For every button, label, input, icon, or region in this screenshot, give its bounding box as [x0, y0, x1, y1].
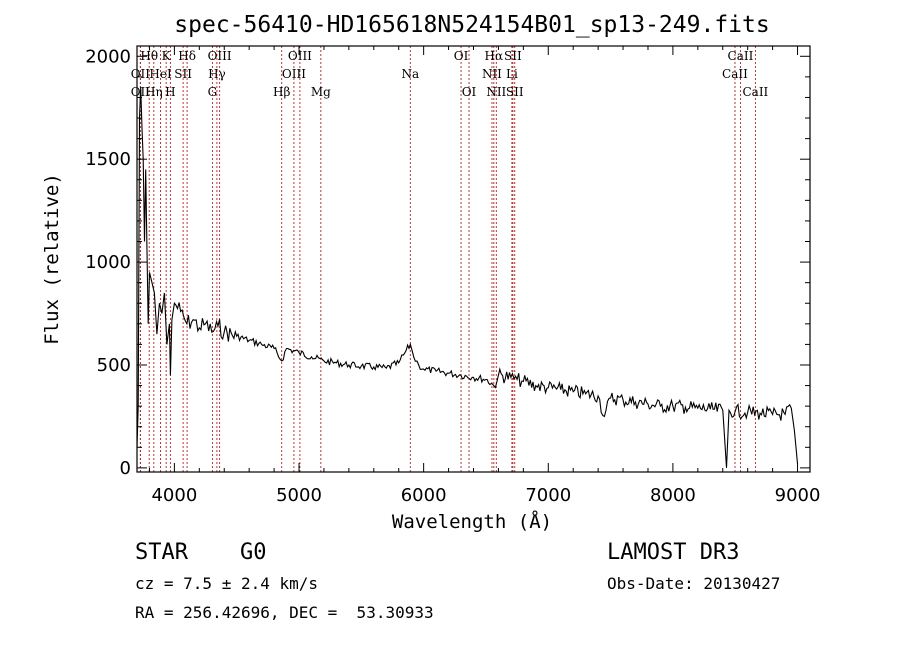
- marker-label-7: SII: [174, 67, 192, 81]
- marker-label-20: Hα: [485, 49, 504, 63]
- marker-label-25: CaII: [722, 67, 748, 81]
- emission-line-labels: OIIOIIHθHηHeIKHSIIHδGHγOIIIHβOIIIOIIIMgN…: [131, 49, 769, 99]
- marker-label-18: OI: [462, 85, 477, 99]
- marker-label-12: Hβ: [273, 85, 290, 99]
- x-tick-label-5000: 5000: [276, 485, 322, 506]
- marker-label-17: OI: [454, 49, 469, 63]
- x-tick-label-7000: 7000: [525, 485, 571, 506]
- y-tick-label-1000: 1000: [85, 252, 131, 273]
- chart-title: spec-56410-HD165618N524154B01_sp13-249.f…: [174, 12, 769, 38]
- marker-label-10: Hγ: [208, 67, 226, 81]
- marker-label-2: Hθ: [140, 49, 158, 63]
- emission-line-markers: [139, 46, 756, 472]
- marker-label-4: HeI: [149, 67, 172, 81]
- y-axis-label: Flux (relative): [41, 173, 63, 345]
- marker-label-14: OIII: [288, 49, 312, 63]
- x-axis: 4000 5000 6000 7000 8000 9000: [148, 46, 821, 506]
- marker-label-16: Na: [401, 67, 419, 81]
- marker-label-8: Hδ: [178, 49, 196, 63]
- marker-label-9: G: [208, 85, 218, 99]
- survey-name: LAMOST DR3: [607, 540, 740, 565]
- plot-frame: [136, 45, 811, 473]
- y-axis: 0 500 1000 1500 2000: [85, 46, 810, 479]
- spectrum-line: [136, 87, 799, 468]
- observation-date: Obs-Date: 20130427: [607, 574, 781, 593]
- marker-label-6: H: [165, 85, 175, 99]
- marker-label-11: OIII: [208, 49, 232, 63]
- x-tick-label-6000: 6000: [401, 485, 447, 506]
- marker-label-3: Hη: [145, 85, 163, 99]
- object-class: STAR: [135, 540, 188, 565]
- marker-label-15: Mg: [311, 85, 331, 99]
- object-subclass: G0: [240, 540, 267, 565]
- marker-label-21: NII: [486, 85, 506, 99]
- marker-label-22: Li: [506, 67, 518, 81]
- y-tick-label-0: 0: [120, 458, 131, 479]
- marker-label-19: NII: [482, 67, 502, 81]
- sky-coordinates: RA = 256.42696, DEC = 53.30933: [135, 603, 434, 622]
- y-tick-label-500: 500: [97, 355, 131, 376]
- x-tick-label-4000: 4000: [151, 485, 197, 506]
- marker-label-26: CaII: [728, 49, 754, 63]
- y-tick-label-1500: 1500: [85, 149, 131, 170]
- x-tick-label-8000: 8000: [650, 485, 696, 506]
- marker-label-0: OII: [131, 67, 151, 81]
- y-tick-label-2000: 2000: [85, 46, 131, 67]
- x-axis-label: Wavelength (Å): [392, 510, 552, 533]
- marker-label-24: SII: [506, 85, 524, 99]
- marker-label-27: CaII: [742, 85, 768, 99]
- redshift-cz: cz = 7.5 ± 2.4 km/s: [135, 574, 319, 593]
- x-tick-label-9000: 9000: [775, 485, 821, 506]
- marker-label-13: OIII: [282, 67, 306, 81]
- marker-label-23: SII: [504, 49, 522, 63]
- marker-label-5: K: [162, 49, 172, 63]
